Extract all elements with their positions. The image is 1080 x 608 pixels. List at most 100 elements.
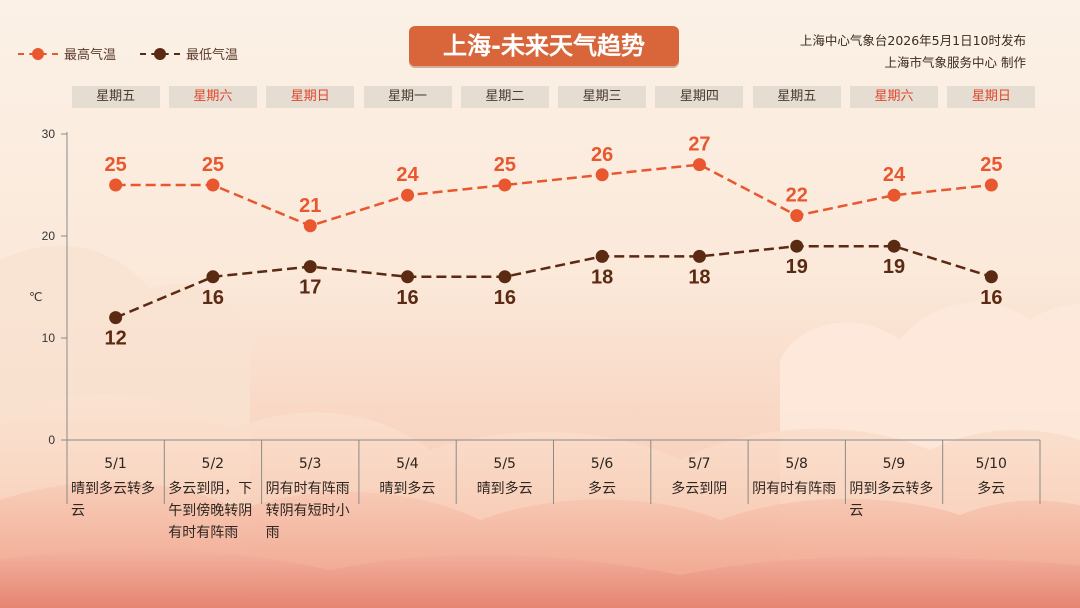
legend-item-low: 最低气温 xyxy=(140,44,238,63)
data-label-high: 25 xyxy=(494,154,516,176)
forecast-day-5-8: 5/8 阴有时有阵雨 xyxy=(748,440,845,590)
data-point-low xyxy=(303,260,317,274)
data-label-low: 19 xyxy=(786,256,808,278)
chart-title: 上海-未来天气趋势 xyxy=(409,26,679,66)
day-weather: 阴有时有阵雨转阴有短时小雨 xyxy=(265,481,350,541)
data-label-high: 24 xyxy=(396,164,419,186)
data-label-low: 18 xyxy=(591,266,613,288)
issuer-info: 上海中心气象台2026年5月1日10时发布 上海市气象服务中心 制作 xyxy=(800,30,1026,74)
data-point-low xyxy=(887,239,901,253)
y-tick-label: 10 xyxy=(42,331,56,345)
weekday-1: 星期五 xyxy=(71,86,160,108)
forecast-day-5-5: 5/5 晴到多云 xyxy=(456,440,553,590)
day-weather: 多云 xyxy=(588,481,616,497)
day-date: 5/3 xyxy=(298,456,322,472)
legend-high-marker xyxy=(18,47,58,61)
day-date: 5/7 xyxy=(688,456,711,472)
y-tick-label: 0 xyxy=(48,433,55,447)
forecast-day-5-7: 5/7 多云到阴 xyxy=(651,440,748,590)
day-date: 5/8 xyxy=(785,456,808,472)
data-point-low xyxy=(206,270,220,284)
data-point-high xyxy=(790,209,804,223)
forecast-day-5-2: 5/2 多云到阴，下午到傍晚转阴有时有阵雨 xyxy=(164,440,261,590)
data-point-low xyxy=(790,239,804,253)
day-weather: 晴到多云 xyxy=(476,481,533,497)
data-label-low: 12 xyxy=(105,328,127,350)
data-point-low xyxy=(498,270,512,284)
data-label-high: 25 xyxy=(105,154,127,176)
forecast-day-5-4: 5/4 晴到多云 xyxy=(359,440,456,590)
data-point-high xyxy=(109,178,123,192)
legend-high-label: 最高气温 xyxy=(64,48,117,63)
day-weather: 多云到阴 xyxy=(671,481,728,497)
day-date: 5/1 xyxy=(104,456,127,472)
issuer-line-1: 上海中心气象台2026年5月1日10时发布 xyxy=(799,33,1026,48)
day-date: 5/5 xyxy=(493,456,516,472)
weekday-10: 星期日 xyxy=(947,86,1036,108)
y-tick-label: 20 xyxy=(42,229,56,243)
data-label-high: 21 xyxy=(299,195,321,217)
weekday-7: 星期四 xyxy=(655,86,744,108)
legend-low-label: 最低气温 xyxy=(186,48,239,63)
data-label-low: 16 xyxy=(494,287,516,309)
day-weather: 多云到阴，下午到傍晚转阴有时有阵雨 xyxy=(168,481,253,541)
data-label-low: 16 xyxy=(202,287,224,309)
y-axis-label: ℃ xyxy=(29,290,43,304)
weekday-3: 星期日 xyxy=(266,86,355,108)
forecast-days: 5/1 晴到多云转多云 5/2 多云到阴，下午到傍晚转阴有时有阵雨 5/3 阴有时有阵雨转… xyxy=(67,440,1040,590)
data-point-low xyxy=(692,249,706,263)
data-label-low: 16 xyxy=(980,287,1002,309)
data-label-low: 16 xyxy=(396,287,418,309)
weekday-row: 星期五 星期六 星期日 星期一 星期二 星期三 星期四 星期五 星期六 星期日 xyxy=(70,86,1036,108)
day-date: 5/10 xyxy=(975,456,1007,472)
legend: 最高气温 最低气温 xyxy=(18,44,238,63)
series-line-low xyxy=(115,244,992,319)
data-label-high: 25 xyxy=(980,154,1002,176)
data-label-high: 22 xyxy=(786,185,808,207)
day-date: 5/6 xyxy=(590,456,614,472)
weekday-8: 星期五 xyxy=(752,86,841,108)
forecast-day-5-1: 5/1 晴到多云转多云 xyxy=(67,440,164,590)
day-date: 5/4 xyxy=(396,456,419,472)
data-point-high xyxy=(303,219,317,233)
y-tick-label: 30 xyxy=(42,127,56,141)
data-point-low xyxy=(401,270,415,284)
legend-low-marker xyxy=(140,47,181,61)
data-point-low xyxy=(595,249,609,263)
data-label-high: 24 xyxy=(883,164,906,186)
data-label-high: 25 xyxy=(202,154,224,176)
data-point-high xyxy=(401,188,415,202)
weekday-9: 星期六 xyxy=(850,86,939,108)
data-point-high xyxy=(206,178,220,192)
weekday-6: 星期三 xyxy=(558,86,647,108)
data-point-high xyxy=(887,188,901,202)
series-line-high xyxy=(115,163,992,228)
issuer-line-2: 上海市气象服务中心 制作 xyxy=(884,55,1026,70)
data-label-high: 26 xyxy=(591,144,613,166)
weekday-2: 星期六 xyxy=(168,86,257,108)
data-point-low xyxy=(109,311,123,325)
data-point-low xyxy=(984,270,998,284)
weekday-4: 星期一 xyxy=(363,86,452,108)
day-weather: 多云 xyxy=(977,481,1006,497)
data-point-high xyxy=(595,168,609,182)
day-date: 5/2 xyxy=(201,456,225,472)
day-weather: 晴到多云转多云 xyxy=(71,481,155,519)
day-weather: 阴有时有阵雨 xyxy=(752,481,837,497)
data-label-low: 19 xyxy=(883,256,905,278)
data-point-high xyxy=(498,178,512,192)
forecast-day-5-10: 5/10 多云 xyxy=(943,440,1040,590)
forecast-day-5-6: 5/6 多云 xyxy=(554,440,651,590)
data-point-high xyxy=(692,158,706,172)
day-date: 5/9 xyxy=(882,456,906,472)
day-weather: 晴到多云 xyxy=(379,481,436,497)
day-weather: 阴到多云转多云 xyxy=(849,481,934,519)
legend-item-high: 最高气温 xyxy=(18,44,116,63)
forecast-day-5-3: 5/3 阴有时有阵雨转阴有短时小雨 xyxy=(262,440,359,590)
data-point-high xyxy=(984,178,998,192)
data-label-low: 18 xyxy=(688,266,710,288)
weekday-5: 星期二 xyxy=(460,86,549,108)
data-label-low: 17 xyxy=(299,277,321,299)
